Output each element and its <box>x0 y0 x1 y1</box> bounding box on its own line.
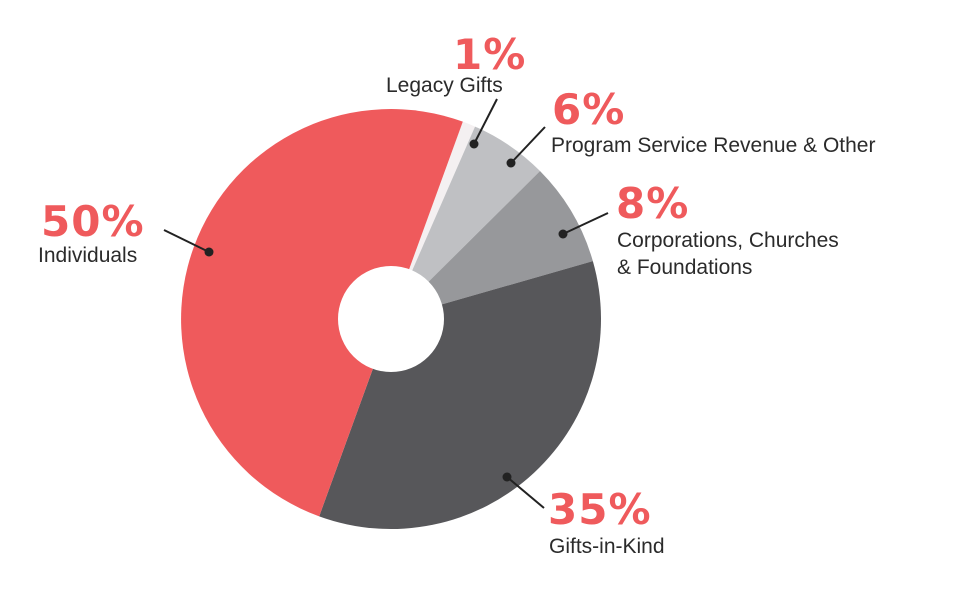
data-label-individuals: 50% <box>41 197 145 246</box>
slice-individuals <box>181 109 463 517</box>
leader-line-individuals <box>163 229 210 253</box>
slice-name-legacy-gifts: Legacy Gifts <box>386 74 503 97</box>
data-label-corporations: 8% <box>616 179 689 228</box>
leader-line-program-service <box>510 126 546 164</box>
slice-legacy-gifts <box>391 121 476 319</box>
leader-dot-program-service <box>506 158 516 168</box>
donut-hole <box>338 266 444 372</box>
data-label-gifts-in-kind: 35% <box>548 485 652 534</box>
leader-dot-gifts-in-kind <box>502 472 512 482</box>
slice-name-individuals: Individuals <box>38 244 137 267</box>
slice-corporations-churches-foundations <box>391 171 593 319</box>
slice-program-service-revenue-other <box>391 126 541 319</box>
leader-line-legacy-gifts <box>473 98 498 145</box>
annotation-program-service: 6% Program Service Revenue & Other <box>506 85 875 168</box>
data-label-program-service: 6% <box>552 85 625 134</box>
slice-name-corporations-line2: & Foundations <box>617 256 752 279</box>
slice-name-corporations-line1: Corporations, Churches <box>617 229 839 252</box>
data-label-legacy-gifts: 1% <box>453 30 526 79</box>
annotation-corporations: 8% Corporations, Churches & Foundations <box>558 179 839 279</box>
donut-slices <box>181 109 601 529</box>
leader-line-gifts-in-kind <box>506 476 545 509</box>
annotation-gifts-in-kind: 35% Gifts-in-Kind <box>502 472 665 558</box>
leader-dot-legacy-gifts <box>469 139 479 149</box>
leader-dot-corporations <box>558 229 568 239</box>
leader-dot-individuals <box>204 247 214 257</box>
annotation-individuals: 50% Individuals <box>38 197 214 267</box>
annotation-legacy-gifts: 1% Legacy Gifts <box>386 30 526 149</box>
leader-line-corporations <box>562 212 609 235</box>
slice-name-gifts-in-kind: Gifts-in-Kind <box>549 535 665 558</box>
slice-name-program-service: Program Service Revenue & Other <box>551 134 875 157</box>
